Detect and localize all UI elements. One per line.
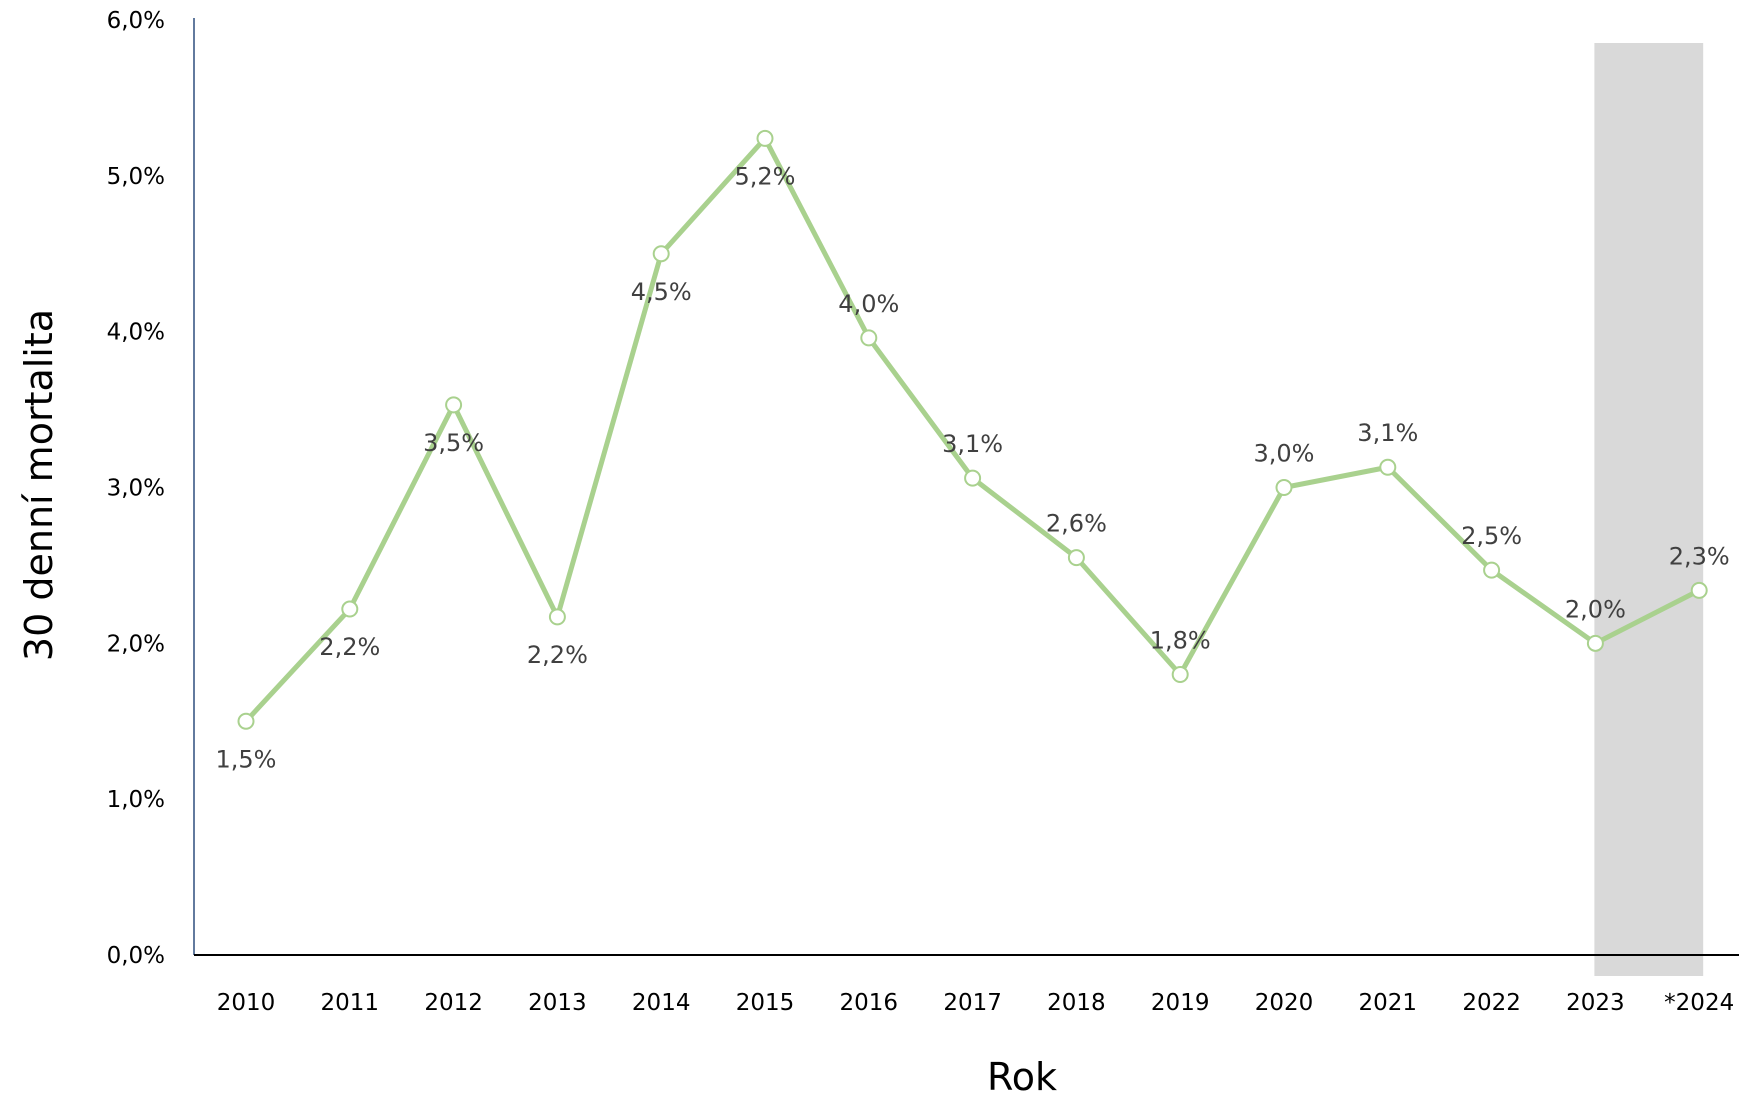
data-label-2015: 5,2% [735, 162, 796, 190]
data-label-2014: 4,5% [631, 278, 692, 306]
data-label-2012: 3,5% [423, 429, 484, 457]
data-point-2013 [548, 608, 566, 626]
data-point-2023 [1586, 634, 1604, 652]
y-tick-label: 4,0% [107, 320, 165, 346]
data-point-2020 [1275, 479, 1293, 496]
y-axis-title: 30 denní mortalita [17, 309, 61, 661]
data-label-2010: 1,5% [216, 745, 277, 773]
data-point-2021 [1379, 458, 1397, 476]
data-label-*2024: 2,3% [1669, 542, 1730, 570]
data-point-2018 [1067, 549, 1085, 567]
x-tick-label: 2019 [1151, 990, 1210, 1016]
x-tick-label: 2023 [1566, 990, 1625, 1016]
x-tick-label: 2020 [1255, 990, 1314, 1016]
x-tick-label: 2015 [736, 990, 795, 1016]
x-axis-title: Rok [987, 1055, 1057, 1099]
data-point-2011 [341, 600, 359, 618]
data-point-2017 [964, 469, 982, 487]
data-point-2019 [1171, 666, 1189, 683]
y-tick-label: 3,0% [107, 476, 165, 502]
highlight-band-2023 [1594, 43, 1704, 976]
data-label-2019: 1,8% [1150, 627, 1211, 655]
x-tick-label: 2014 [632, 990, 691, 1016]
y-tick-label: 1,0% [107, 787, 165, 813]
data-point-2010 [237, 712, 255, 730]
x-tick-label: 2012 [424, 990, 483, 1016]
data-label-2023: 2,0% [1565, 595, 1626, 623]
x-tick-label: 2022 [1462, 990, 1521, 1016]
x-tick-label: 2017 [943, 990, 1002, 1016]
x-tick-label: 2010 [217, 990, 276, 1016]
x-tick-label: 2021 [1359, 990, 1418, 1016]
data-point-*2024 [1690, 581, 1708, 599]
data-label-2018: 2,6% [1046, 510, 1107, 538]
data-label-2016: 4,0% [838, 290, 899, 318]
x-tick-label: 2016 [840, 990, 899, 1016]
y-tick-label: 2,0% [107, 631, 165, 657]
data-point-2015 [756, 129, 774, 147]
y-tick-label: 6,0% [107, 8, 165, 34]
data-label-2011: 2,2% [319, 633, 380, 661]
x-tick-label: 2018 [1047, 990, 1106, 1016]
data-point-2016 [860, 329, 878, 347]
y-tick-label: 5,0% [107, 164, 165, 190]
data-point-2012 [445, 396, 463, 414]
data-point-2014 [652, 245, 670, 263]
data-label-2017: 3,1% [942, 430, 1003, 458]
x-tick-label: 2011 [321, 990, 380, 1016]
data-label-2022: 2,5% [1461, 522, 1522, 550]
data-label-2020: 3,0% [1254, 440, 1315, 468]
x-tick-label: 2013 [528, 990, 587, 1016]
data-label-2021: 3,1% [1357, 419, 1418, 447]
data-label-2013: 2,2% [527, 641, 588, 669]
x-tick-label: *2024 [1664, 990, 1734, 1016]
data-point-2022 [1483, 561, 1501, 579]
y-tick-label: 0,0% [107, 943, 165, 969]
